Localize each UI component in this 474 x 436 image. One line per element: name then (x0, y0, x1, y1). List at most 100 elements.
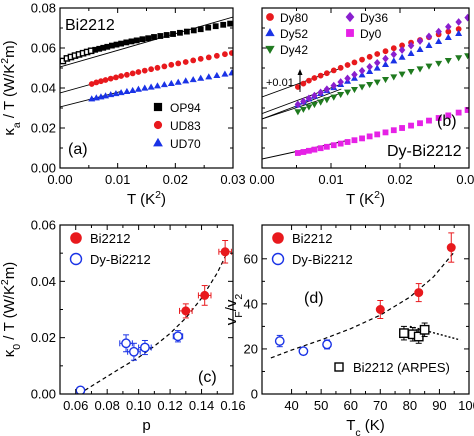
legend-label: Dy80 (280, 11, 308, 25)
data-point (175, 60, 182, 67)
series-d-2 (399, 322, 430, 344)
y-tick-label: 40 (244, 296, 258, 311)
series-a-2 (88, 69, 233, 102)
y-axis-label-d-part: /v (223, 299, 240, 311)
legend-label: Dy42 (280, 43, 308, 57)
y-tick-label: 0.04 (31, 81, 56, 96)
data-point (200, 290, 210, 300)
data-point (181, 306, 191, 316)
data-point (366, 53, 373, 60)
fit-line-a-0 (60, 16, 233, 68)
x-axis-label-b-part: ) (380, 191, 385, 208)
data-point (311, 91, 318, 100)
x-tick-label: 70 (373, 398, 387, 413)
y-axis-label-d-part: 2 (233, 294, 245, 300)
data-point (163, 32, 170, 38)
data-point (399, 328, 409, 339)
data-point (102, 77, 109, 83)
legend-c: Bi2212 Dy-Bi2212 (69, 231, 151, 267)
y-tick-label: 0.06 (31, 218, 56, 233)
legend-label: Bi2212 (292, 231, 332, 246)
data-point (330, 67, 337, 74)
data-point (220, 21, 227, 28)
data-point (167, 79, 175, 86)
y-tick-label: 0.00 (31, 161, 56, 176)
data-point (398, 71, 406, 78)
data-point (382, 48, 389, 55)
panel-label-d: (d) (304, 290, 324, 307)
y-tick-label: 0.02 (31, 121, 56, 136)
legend-marker (265, 28, 275, 37)
y-tick-label: 0.04 (31, 274, 56, 289)
data-point (141, 67, 148, 74)
y-tick-label: 60 (244, 251, 258, 266)
data-point (390, 45, 397, 52)
data-point (129, 86, 137, 93)
data-point (435, 27, 442, 36)
legend-marker (265, 45, 275, 54)
data-point (123, 87, 131, 94)
data-point (274, 336, 285, 346)
data-point (359, 135, 365, 142)
legend-label: Bi2212 (90, 231, 130, 246)
data-point (407, 49, 415, 56)
data-point (358, 84, 366, 91)
series-c-0 (179, 239, 232, 319)
inset-title-b: Dy-Bi2212 (387, 143, 462, 160)
data-point (182, 77, 190, 84)
series-a-0 (60, 20, 233, 65)
series-a-1 (88, 50, 233, 87)
data-point (337, 140, 344, 147)
data-point (310, 102, 318, 109)
x-axis-label-a-part: 2 (155, 189, 161, 201)
data-point (213, 52, 220, 59)
plot-area-c (75, 239, 232, 394)
data-point (344, 89, 352, 96)
data-point (128, 38, 135, 45)
data-point (173, 331, 183, 342)
y-axis-label-c-part: κ (1, 349, 18, 357)
data-point (197, 55, 204, 62)
data-point (366, 133, 373, 140)
x-tick-label: 0.01 (318, 172, 343, 187)
data-point (366, 67, 374, 74)
data-point (445, 22, 452, 31)
data-point (444, 58, 452, 65)
legend-label: UD83 (170, 119, 201, 133)
data-point (190, 57, 197, 64)
data-point (145, 35, 152, 42)
data-point (134, 85, 142, 92)
x-tick-label: 0.01 (105, 172, 130, 187)
panel-label-b: (b) (437, 113, 457, 130)
data-point (337, 78, 344, 86)
series-b-1 (294, 29, 463, 108)
x-axis-label-d-part: c (355, 427, 360, 436)
data-point (374, 131, 381, 138)
data-point (425, 32, 433, 41)
y-axis-label-d-part: v (223, 317, 240, 325)
data-point (374, 51, 381, 57)
data-point (358, 66, 366, 75)
x-tick-label: 0.08 (95, 398, 120, 413)
data-point (435, 115, 442, 121)
inset-title-a: Bi2212 (65, 17, 115, 34)
data-point (300, 80, 307, 87)
data-point (205, 24, 212, 31)
x-axis-label-d-part: (K) (361, 417, 385, 434)
data-point (148, 66, 155, 73)
data-point (425, 63, 433, 70)
data-point (221, 70, 229, 77)
x-axis-label-a: T (K2) (127, 189, 166, 208)
offset-arrow-head (297, 69, 303, 75)
data-point (294, 150, 301, 156)
legend-label: Bi2212 (ARPES) (353, 360, 450, 375)
y-axis-label-c-part: 0 (11, 344, 23, 350)
data-point (408, 122, 414, 129)
x-axis-label-d-part: T (346, 417, 355, 434)
data-point (322, 339, 332, 350)
legend-marker (153, 137, 163, 147)
data-point (305, 104, 313, 111)
y-axis-label-a-part: / T (W/K (1, 64, 18, 123)
y-axis-label-c-part: m) (1, 262, 18, 280)
